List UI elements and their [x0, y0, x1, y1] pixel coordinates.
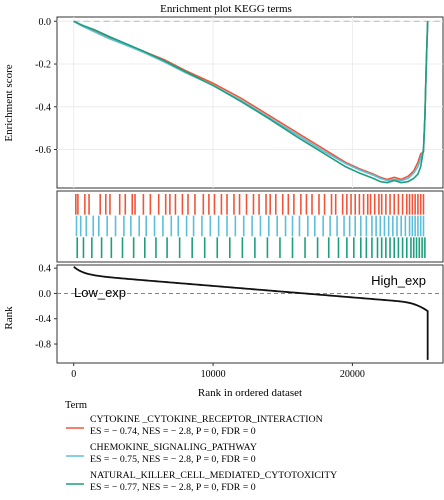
- enrichment-lines: [73, 20, 429, 184]
- x-tick-label: 0: [71, 369, 76, 380]
- x-tick-label: 10000: [201, 369, 226, 380]
- legend-series-stats: ES = − 0.74, NES = − 2.8, P = 0, FDR = 0: [90, 426, 256, 437]
- rank-tick-label: -0.4: [35, 314, 51, 325]
- rank-tick-label: 0.0: [39, 289, 52, 300]
- legend-series-stats: ES = − 0.75, NES = − 2.8, P = 0, FDR = 0: [90, 454, 256, 465]
- rank-panel-border: [56, 264, 444, 364]
- enrichment-panel-border: [56, 16, 444, 189]
- rank-y-ticks: 0.4 0.0 -0.4 -0.8: [35, 264, 57, 351]
- legend-series-name: CYTOKINE _CYTOKINE_RECEPTOR_INTERACTION: [90, 414, 323, 425]
- enrichment-y-axis-label: Enrichment score: [3, 64, 15, 141]
- hits-panel: [56, 190, 444, 263]
- chart-title: Enrichment plot KEGG terms: [160, 3, 292, 15]
- legend-series-stats: ES = − 0.77, NES = − 2.8, P = 0, FDR = 0: [90, 482, 256, 493]
- y-tick-label: -0.6: [35, 145, 51, 156]
- hit-marks: [75, 194, 426, 258]
- rank-y-axis-label: Rank: [3, 306, 15, 330]
- high-exp-label: High_exp: [371, 273, 426, 288]
- x-axis-label: Rank in ordered dataset: [198, 387, 302, 399]
- legend-items: CYTOKINE _CYTOKINE_RECEPTOR_INTERACTIONE…: [66, 414, 337, 493]
- rank-tick-label: -0.8: [35, 340, 51, 351]
- x-axis-ticks: 0 10000 20000: [71, 363, 365, 380]
- ranked-metric-curve: [73, 266, 429, 360]
- y-tick-label: -0.4: [35, 102, 51, 113]
- y-tick-label: -0.2: [35, 60, 51, 71]
- rank-panel: Low_exp High_exp 0.4 0.0 -0.4 -0.8 Rank: [3, 264, 444, 364]
- legend-title: Term: [65, 400, 87, 411]
- enrichment-panel: 0.0 -0.2 -0.4 -0.6 Enrichment score: [3, 16, 444, 189]
- enrichment-y-ticks: 0.0 -0.2 -0.4 -0.6: [35, 17, 57, 156]
- legend-series-name: CHEMOKINE_SIGNALING_PATHWAY: [90, 442, 257, 453]
- es-line-series-2: [73, 20, 429, 182]
- legend-series-name: NATURAL_KILLER_CELL_MEDIATED_CYTOTOXICIT…: [90, 470, 337, 481]
- es-line-series-3: [73, 20, 429, 184]
- y-tick-label: 0.0: [39, 17, 52, 28]
- x-tick-label: 20000: [340, 369, 365, 380]
- rank-tick-label: 0.4: [39, 264, 52, 275]
- legend: Term CYTOKINE _CYTOKINE_RECEPTOR_INTERAC…: [65, 400, 337, 493]
- low-exp-label: Low_exp: [74, 285, 126, 300]
